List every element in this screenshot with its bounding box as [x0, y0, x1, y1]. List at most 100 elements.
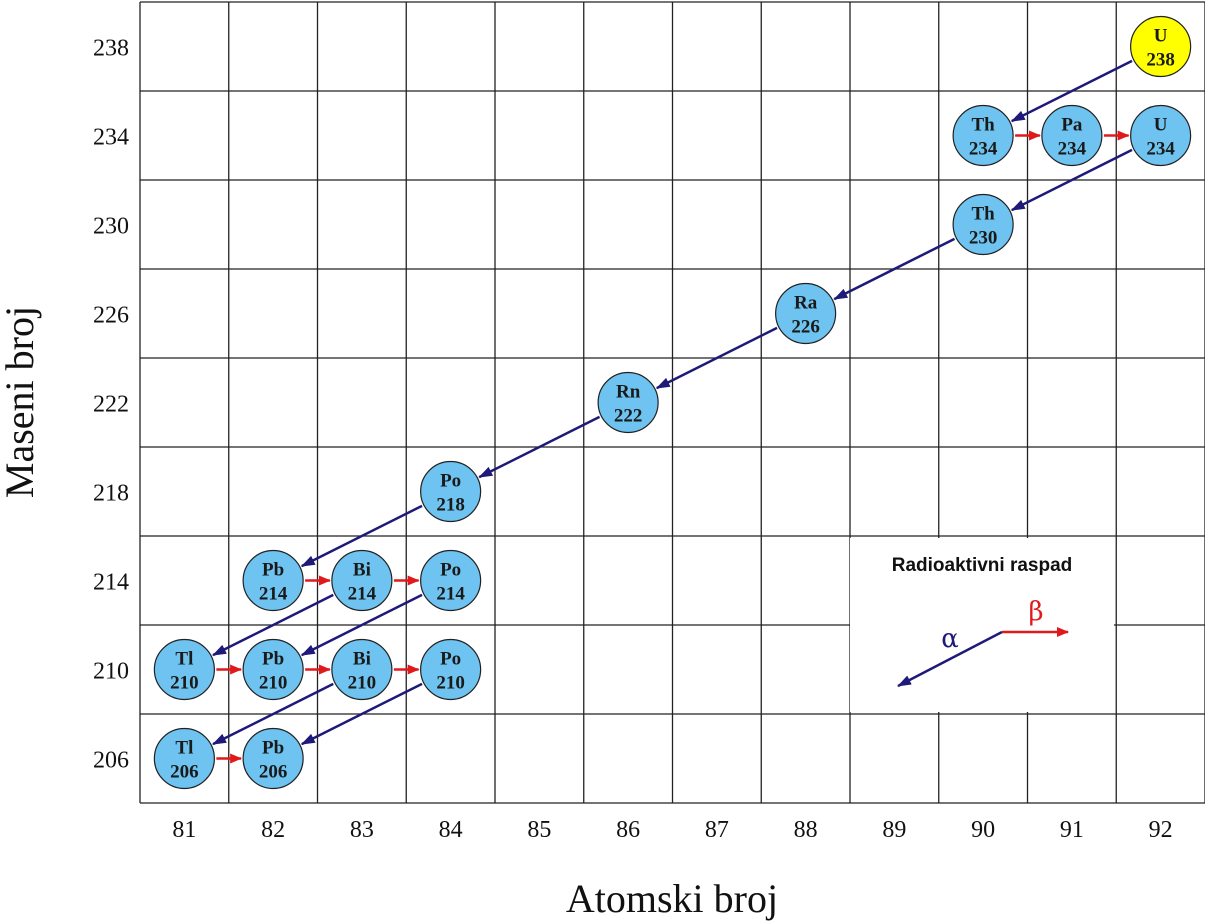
- x-axis-title: Atomski broj: [566, 876, 778, 921]
- x-tick-label: 82: [261, 817, 285, 843]
- alpha-decay-arrow: [300, 504, 423, 568]
- nuclide-th-234: Th 234: [952, 104, 1014, 167]
- y-tick-label: 230: [93, 214, 129, 240]
- x-tick-label: 81: [172, 817, 196, 843]
- nuclide-symbol: Th: [972, 204, 996, 225]
- y-tick-label: 218: [93, 481, 129, 507]
- nuclide-symbol: Po: [440, 649, 461, 670]
- nuclide-mass: 210: [259, 673, 288, 694]
- nuclide-mass: 210: [170, 673, 199, 694]
- nuclide-symbol: Bi: [353, 560, 371, 581]
- nuclide-pb-206: Pb 206: [242, 727, 304, 790]
- x-tick-label: 84: [439, 817, 463, 843]
- nuclide-mass: 234: [969, 139, 998, 160]
- nuclide-rn-222: Rn 222: [597, 371, 659, 434]
- x-tick-labels: 81 82 83 84 85 86 87 88 89 90 91 92: [172, 817, 1172, 843]
- nuclide-circle: [242, 638, 304, 701]
- alpha-decay-arrow: [1010, 59, 1133, 123]
- nuclide-bi-214: Bi 214: [331, 549, 393, 612]
- nuclide-circle: [952, 104, 1014, 167]
- y-tick-label: 206: [93, 748, 129, 774]
- y-tick-labels: 238 234 230 226 222 218 214 210 206: [93, 36, 129, 774]
- nuclide-symbol: U: [1154, 26, 1168, 47]
- legend-alpha-label: α: [941, 624, 959, 654]
- nuclide-tl-210: Tl 210: [153, 638, 215, 701]
- nuclide-mass: 226: [791, 317, 820, 338]
- nuclide-mass: 218: [436, 495, 465, 516]
- legend-box: Radioaktivni raspad α β: [850, 538, 1114, 712]
- alpha-decay-arrow: [212, 682, 334, 746]
- x-tick-label: 88: [794, 817, 818, 843]
- nuclide-circle: [1130, 104, 1192, 167]
- nuclide-circle: [1130, 15, 1192, 78]
- nuclide-circle: [153, 638, 215, 701]
- nuclide-pb-214: Pb 214: [242, 549, 304, 612]
- nuclide-tl-206: Tl 206: [153, 727, 215, 790]
- nuclide-circle: [952, 193, 1014, 256]
- nuclide-circle: [242, 549, 304, 612]
- nuclide-symbol: Tl: [175, 649, 193, 670]
- x-tick-label: 85: [527, 817, 551, 843]
- legend-alpha-arrow: [897, 630, 1003, 688]
- nuclides: U 238 Th 234 Pa 234 U 234 Th 230 Ra 226 Rn 222 Po 218 Pb…: [153, 15, 1192, 790]
- nuclide-mass: 210: [436, 673, 465, 694]
- x-tick-label: 83: [350, 817, 374, 843]
- nuclide-circle: [331, 638, 393, 701]
- x-tick-label: 86: [616, 817, 640, 843]
- alpha-decay-arrow: [478, 415, 601, 479]
- nuclide-circle: [153, 727, 215, 790]
- nuclide-mass: 234: [1146, 139, 1175, 160]
- alpha-decay-arrow: [655, 326, 778, 390]
- nuclide-symbol: Po: [440, 560, 461, 581]
- nuclide-circle: [420, 638, 482, 701]
- nuclide-mass: 222: [614, 406, 643, 427]
- alpha-decay-arrow: [212, 593, 334, 657]
- nuclide-pb-210: Pb 210: [242, 638, 304, 701]
- y-tick-label: 210: [93, 659, 129, 685]
- nuclide-po-214: Po 214: [420, 549, 482, 612]
- x-tick-label: 87: [705, 817, 729, 843]
- y-axis-title: Maseni broj: [0, 306, 42, 498]
- nuclide-po-218: Po 218: [420, 460, 482, 523]
- nuclide-symbol: Tl: [175, 738, 193, 759]
- nuclide-bi-210: Bi 210: [331, 638, 393, 701]
- alpha-decay-arrow: [300, 593, 423, 657]
- alpha-decay-arrow: [833, 237, 956, 301]
- legend-title: Radioaktivni raspad: [892, 555, 1073, 576]
- alpha-decay-arrow: [300, 682, 423, 746]
- nuclide-mass: 238: [1146, 50, 1175, 71]
- nuclide-ra-226: Ra 226: [775, 282, 837, 345]
- nuclide-th-230: Th 230: [952, 193, 1014, 256]
- nuclide-symbol: Rn: [616, 382, 641, 403]
- nuclide-symbol: Po: [440, 471, 461, 492]
- decay-arrows: [212, 59, 1133, 764]
- nuclide-po-210: Po 210: [420, 638, 482, 701]
- nuclide-symbol: U: [1154, 115, 1168, 136]
- nuclide-pa-234: Pa 234: [1041, 104, 1103, 167]
- nuclide-u-234: U 234: [1130, 104, 1192, 167]
- alpha-decay-arrow: [1010, 148, 1133, 212]
- y-tick-label: 226: [93, 303, 129, 329]
- y-tick-label: 234: [93, 125, 129, 151]
- y-tick-label: 222: [93, 392, 129, 418]
- y-tick-label: 238: [93, 36, 129, 62]
- nuclide-circle: [1041, 104, 1103, 167]
- nuclide-circle: [331, 549, 393, 612]
- nuclide-circle: [597, 371, 659, 434]
- nuclide-mass: 206: [170, 762, 199, 783]
- x-tick-label: 91: [1060, 817, 1084, 843]
- nuclide-mass: 214: [348, 584, 377, 605]
- nuclide-symbol: Pa: [1061, 115, 1083, 136]
- x-tick-label: 90: [971, 817, 995, 843]
- nuclide-circle: [420, 549, 482, 612]
- nuclide-symbol: Th: [972, 115, 996, 136]
- nuclide-mass: 210: [348, 673, 377, 694]
- nuclide-symbol: Pb: [262, 560, 284, 581]
- nuclide-symbol: Pb: [262, 738, 284, 759]
- legend-background: [850, 538, 1114, 712]
- nuclide-u-238: U 238: [1130, 15, 1192, 78]
- x-tick-label: 92: [1149, 817, 1173, 843]
- legend-beta-label: β: [1028, 597, 1043, 627]
- nuclide-symbol: Pb: [262, 649, 284, 670]
